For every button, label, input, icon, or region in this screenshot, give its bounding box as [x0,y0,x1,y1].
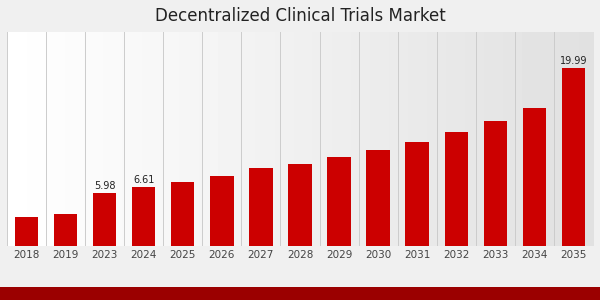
Bar [210,176,233,246]
Bar [132,187,155,246]
Bar [171,182,194,246]
Bar [54,214,77,246]
Bar [445,132,468,246]
Bar [288,164,312,246]
Bar [93,193,116,246]
Bar [406,142,429,246]
Bar [562,68,585,246]
Title: Decentralized Clinical Trials Market: Decentralized Clinical Trials Market [155,7,445,25]
Text: 5.98: 5.98 [94,181,115,191]
Bar [249,168,272,246]
Bar [523,108,546,246]
Bar [328,157,351,246]
Text: 6.61: 6.61 [133,175,154,185]
Bar [367,150,390,246]
Bar [484,121,507,246]
Bar [15,218,38,246]
Text: 19.99: 19.99 [560,56,587,66]
